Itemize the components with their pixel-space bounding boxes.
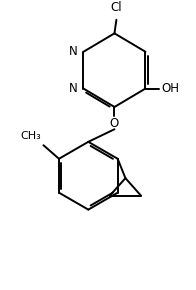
Text: Cl: Cl — [111, 1, 122, 14]
Text: CH₃: CH₃ — [21, 131, 42, 141]
Text: OH: OH — [161, 82, 179, 95]
Text: N: N — [69, 45, 78, 58]
Text: N: N — [69, 82, 78, 95]
Text: O: O — [110, 117, 119, 130]
